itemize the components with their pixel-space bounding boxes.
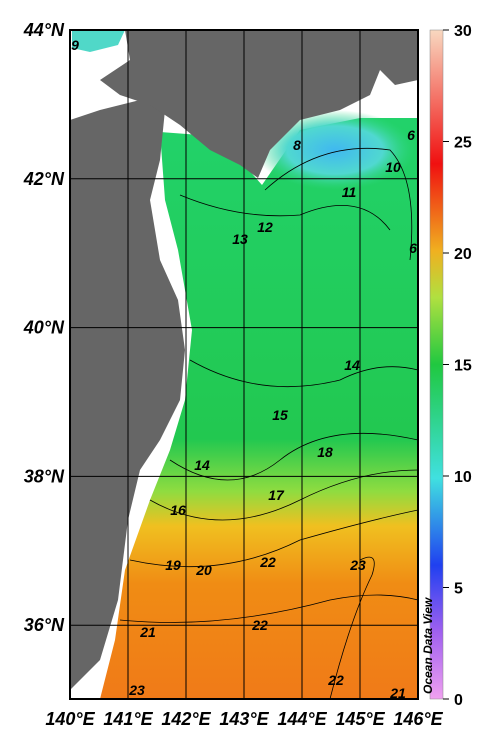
contour-label: 21 [139, 624, 156, 640]
contour-label: 6 [409, 240, 417, 256]
contour-label: 23 [349, 557, 366, 573]
lat-label: 36°N [24, 615, 65, 635]
contour-line [189, 359, 419, 388]
contour-label: 22 [327, 672, 344, 688]
contour-label: 6 [407, 127, 415, 143]
contour-line [129, 509, 419, 568]
contour-label: 16 [170, 502, 186, 518]
contour-line [264, 147, 413, 261]
contour-label: 20 [195, 562, 212, 578]
contour-label: 14 [194, 457, 210, 473]
map-frame [69, 29, 419, 700]
contour-labels: 9 8 6 10 11 12 13 6 14 15 18 14 17 16 19 20 22 23 21 22 22 23… [71, 37, 417, 701]
cold-water-patch [255, 110, 415, 190]
lon-label: 145°E [335, 709, 385, 729]
contour-label: 14 [344, 357, 360, 373]
colorbar-tick-label: 30 [454, 23, 472, 40]
contour-label: 10 [385, 159, 401, 175]
contour-label: 9 [71, 37, 79, 53]
contour-label: 22 [259, 554, 276, 570]
contour-line [149, 469, 419, 521]
lon-label: 141°E [103, 709, 153, 729]
colorbar-tick-label: 25 [454, 135, 472, 152]
map-area: 9 8 6 10 11 12 13 6 14 15 18 14 17 16 19 20 22 23 21 22 22 23… [69, 29, 419, 701]
contour-label: 12 [257, 219, 273, 235]
contour-label: 23 [128, 682, 145, 698]
contour-label: 19 [165, 557, 181, 573]
contour-line [169, 432, 419, 481]
contour-label: 13 [232, 231, 248, 247]
lat-label: 44°N [23, 20, 65, 40]
watermark: Ocean Data View [421, 597, 435, 694]
lat-label: 42°N [23, 169, 65, 189]
contour-label: 15 [272, 407, 288, 423]
lon-label: 146°E [393, 709, 443, 729]
lat-label: 38°N [24, 466, 65, 486]
lat-label: 40°N [23, 318, 65, 338]
lon-label: 143°E [219, 709, 269, 729]
colorbar-tick-label: 20 [454, 246, 472, 263]
contour-line [329, 556, 375, 700]
contour-label: 18 [317, 444, 333, 460]
contour-label: 11 [342, 184, 357, 200]
contour-lines [119, 147, 419, 700]
contour-label: 8 [293, 137, 301, 153]
colorbar-tick-label: 5 [454, 581, 463, 598]
cold-water-patch [72, 30, 125, 52]
contour-label: 21 [389, 685, 406, 701]
sea-temperature-field [100, 118, 418, 699]
lon-label: 140°E [45, 709, 95, 729]
colorbar-tick-label: 10 [454, 469, 472, 486]
land-hokkaido [100, 30, 418, 178]
graticule [70, 30, 418, 699]
colorbar-tick-label: 15 [454, 358, 472, 375]
contour-line [119, 594, 419, 623]
colorbar-tick-label: 0 [454, 692, 463, 709]
contour-label: 22 [251, 617, 268, 633]
lon-label: 144°E [277, 709, 327, 729]
contour-label: 17 [268, 487, 285, 503]
contour-line [179, 194, 391, 231]
lon-label: 142°E [161, 709, 211, 729]
